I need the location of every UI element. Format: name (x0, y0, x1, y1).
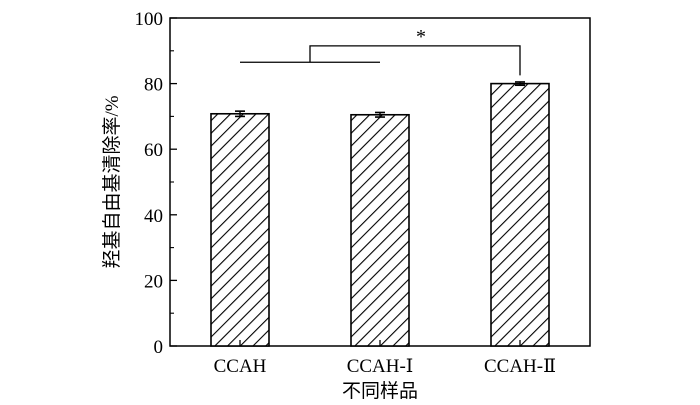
x-axis-label: 不同样品 (342, 380, 418, 402)
y-tick-label: 0 (154, 337, 164, 358)
x-tick-label: CCAH (214, 356, 267, 377)
y-tick-label: 20 (144, 271, 163, 292)
y-axis-label: 羟基自由基清除率/% (101, 95, 123, 268)
labels: 不同样品 羟基自由基清除率/% (101, 95, 418, 402)
significance-line (240, 45, 521, 76)
x-tick-label: CCAH-Ⅱ (484, 356, 556, 377)
y-tick-label: 80 (144, 75, 163, 96)
y-axis-ticks: 0 20 40 60 80 100 (135, 9, 177, 358)
significance-bracket: * (240, 26, 521, 76)
bars: CCAH CCAH-Ⅰ CCAH-Ⅱ (210, 81, 556, 377)
y-tick-label: 40 (144, 206, 163, 227)
y-tick-label: 60 (144, 140, 163, 161)
bar (350, 113, 410, 347)
significance-star: * (416, 26, 426, 48)
bar (210, 112, 270, 347)
bar (490, 82, 550, 347)
x-tick-label: CCAH-Ⅰ (347, 356, 414, 377)
y-tick-label: 100 (135, 9, 164, 30)
